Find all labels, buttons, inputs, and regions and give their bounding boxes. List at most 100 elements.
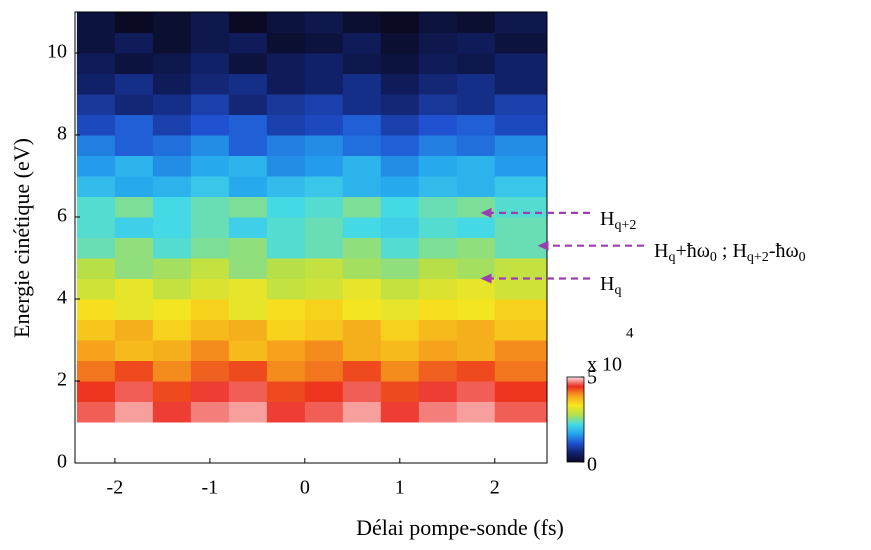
heatmap-cell [228,73,268,95]
heatmap-cell [304,237,344,259]
heatmap-cell [342,114,382,136]
heatmap-cell [304,135,344,156]
heatmap-cell [114,401,154,423]
heatmap-cell [342,73,382,95]
heatmap-cell [114,32,154,54]
heatmap-cell [342,176,382,197]
heatmap-cell [456,73,496,95]
heatmap-cell [494,340,548,361]
heatmap-cell [418,12,458,33]
x-axis-label: Délai pompe-sonde (fs) [356,515,564,540]
x-tick-label: 1 [395,477,405,499]
heatmap-cell [114,53,154,74]
heatmap-cell [114,94,154,115]
heatmap-cell [76,401,116,423]
annotation-arrowhead [480,273,492,284]
annotation-arrowhead [537,240,549,251]
heatmap-cell [456,94,496,115]
heatmap-cell [152,319,192,341]
heatmap-cell [342,196,382,218]
heatmap-cell [152,217,192,238]
heatmap-cell [456,217,496,238]
heatmap-cell [266,53,306,74]
heatmap-cell [76,258,116,279]
heatmap-cell [380,237,420,259]
heatmap-cell [76,135,116,156]
heatmap-cell [114,196,154,218]
heatmap-cell [266,94,306,115]
y-tick-label: 6 [57,205,67,227]
heatmap-cell [228,12,268,33]
heatmap-cell [418,401,458,423]
colorbar-tick-label: 0 [587,454,597,476]
heatmap-cell [380,12,420,33]
heatmap-cell [494,381,548,402]
heatmap-cell [456,12,496,33]
heatmap-cell [304,258,344,279]
y-tick-label: 8 [57,123,67,145]
heatmap-cell [456,278,496,300]
heatmap-cell [380,73,420,95]
heatmap-cell [190,135,230,156]
heatmap-cell [342,12,382,33]
heatmap-cell [190,114,230,136]
heatmap-cell [418,53,458,74]
heatmap-cell [456,258,496,279]
annotation-part: ; H [717,240,747,262]
heatmap-cell [304,73,344,95]
heatmap-cell [114,217,154,238]
heatmap-cell [190,176,230,197]
heatmap-cell [190,217,230,238]
heatmap-cell [418,94,458,115]
annotation-part: H [600,208,614,230]
colorbar [566,376,585,463]
annotation-part: q [614,283,621,298]
heatmap-cell [266,278,306,300]
annotation-label: Hq+2 [600,208,636,234]
heatmap-cell [114,299,154,320]
y-tick-label: 2 [57,369,67,391]
heatmap-cell [342,381,382,402]
heatmap-cell [342,237,382,259]
heatmap-cell [456,319,496,341]
heatmap-cell [456,32,496,54]
heatmap-cell [114,135,154,156]
heatmap-cell [380,94,420,115]
annotation-part: +ħω [675,240,709,262]
heatmap-cell [228,237,268,259]
heatmap-cell [380,401,420,423]
heatmap-cell [76,94,116,115]
heatmap-cell [76,114,116,136]
heatmap-cell [342,278,382,300]
heatmap-cell [380,258,420,279]
heatmap-cell [76,196,116,218]
heatmap-cell [228,258,268,279]
heatmap-cell [494,12,548,33]
heatmap-cell [380,176,420,197]
heatmap-cell [228,340,268,361]
heatmap-cell [190,32,230,54]
heatmap-cell [266,299,306,320]
heatmap-cell [190,381,230,402]
heatmap-cell [190,258,230,279]
heatmap-cell [114,381,154,402]
annotation-label: Hq [600,273,621,299]
heatmap-cell [304,12,344,33]
heatmap-cell [342,53,382,74]
heatmap-cell [418,32,458,54]
heatmap-cell [76,360,116,382]
plot-frame [74,11,548,464]
heatmap-cell [266,217,306,238]
heatmap-cell [456,176,496,197]
heatmap-cell [380,196,420,218]
heatmap-cell [228,319,268,341]
heatmap-cell [456,360,496,382]
heatmap-cell [418,176,458,197]
x-tick-label: -1 [202,477,219,499]
heatmap-cell [380,155,420,177]
heatmap-cell [494,319,548,341]
heatmap-cell [380,135,420,156]
heatmap-cell [228,176,268,197]
heatmap-cell [114,12,154,33]
heatmap-cell [494,114,548,136]
